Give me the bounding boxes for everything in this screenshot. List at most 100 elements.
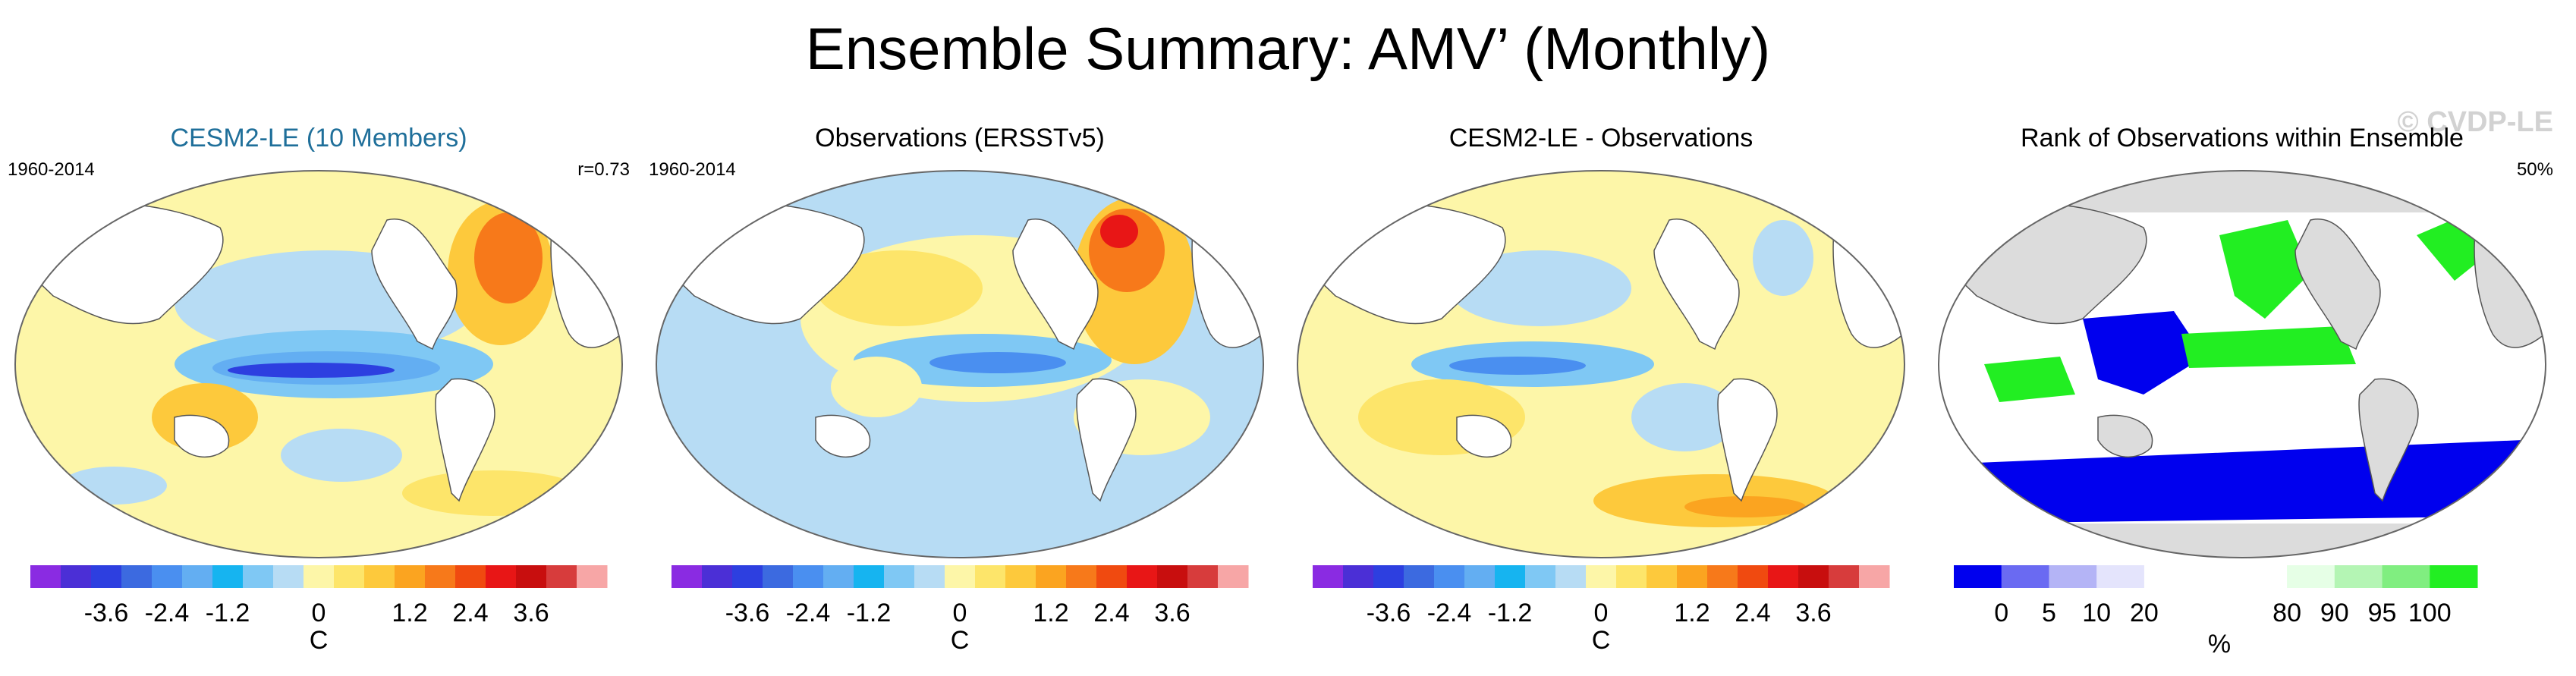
colorbar-swatch: [2239, 565, 2288, 588]
australia-land: [815, 414, 871, 458]
colorbar-swatch: [1768, 565, 1799, 588]
colorbar-swatch: [212, 565, 244, 588]
east-pacific-cool: [1631, 383, 1738, 451]
tick-label: 3.6: [1795, 599, 1831, 627]
colorbar-swatch: [1036, 565, 1067, 588]
southern-cool-patch: [61, 467, 167, 505]
tick-label: 2.4: [1735, 599, 1770, 627]
colorbar-swatch: [334, 565, 365, 588]
panel-observations: Observations (ERSSTv5) 1960-2014 -3.6 -: [649, 114, 1271, 660]
indian-rank-high: [1984, 357, 2075, 402]
colorbar-swatch: [61, 565, 92, 588]
north-america-land: [371, 218, 458, 351]
colorbar-swatch: [1434, 565, 1465, 588]
colorbar-swatch: [914, 565, 945, 588]
colorbar-swatch: [30, 565, 61, 588]
tick-label: 5: [2042, 599, 2056, 627]
colorbar-swatch: [1464, 565, 1496, 588]
colorbar-swatch: [182, 565, 213, 588]
tick-label: -1.2: [206, 599, 250, 627]
north-pacific-cool: [1449, 250, 1631, 326]
colorbar-swatch: [395, 565, 426, 588]
north-atlantic-cool: [1753, 220, 1813, 296]
tick-label: 1.2: [392, 599, 427, 627]
colorbar-swatch: [1738, 565, 1769, 588]
tick-label: 0: [1994, 599, 2008, 627]
tick-label: 95: [2368, 599, 2397, 627]
tick-label: 0: [312, 599, 326, 627]
colorbar-swatch: [732, 565, 763, 588]
colorbar-swatch: [793, 565, 824, 588]
map-outline: [14, 170, 623, 558]
north-america-land: [2294, 218, 2381, 351]
correlation-label: r=0.73: [577, 159, 630, 180]
colorbar-swatch: [516, 565, 547, 588]
southern-warm-band: [402, 470, 584, 516]
panel-cesm2-le: CESM2-LE (10 Members) 1960-2014 r=0.73: [8, 114, 630, 660]
panel-title: CESM2-LE (10 Members): [170, 124, 467, 152]
colorbar-swatch: [884, 565, 915, 588]
australia-land: [174, 414, 230, 458]
colorbar-swatch: [1127, 565, 1158, 588]
tick-label: 0: [1594, 599, 1609, 627]
colorbar-swatch: [2382, 565, 2430, 588]
colorbar-swatch: [1677, 565, 1708, 588]
colorbar-swatch: [1404, 565, 1435, 588]
colorbar-swatch: [455, 565, 486, 588]
colorbar: -3.6 -2.4 -1.2 0 1.2 2.4 3.6 C: [1313, 565, 1890, 655]
colorbar-swatch: [91, 565, 122, 588]
period-label: 1960-2014: [8, 159, 95, 180]
colorbar-swatch: [2144, 565, 2193, 588]
atlantic-maximum: [1100, 215, 1138, 248]
colorbar-swatch: [1707, 565, 1738, 588]
tick-label: -2.4: [786, 599, 831, 627]
colorbar-swatch: [1829, 565, 1860, 588]
colorbar-swatch: [945, 565, 976, 588]
tick-label: -1.2: [847, 599, 892, 627]
south-america-land: [1717, 378, 1778, 502]
colorbar-swatch: [1313, 565, 1344, 588]
tick-label: 1.2: [1033, 599, 1068, 627]
map-observations: [656, 170, 1264, 558]
panel-difference: CESM2-LE - Observations -3.6 -2.4 -1.2: [1290, 114, 1912, 660]
colorbar-swatch: [1005, 565, 1036, 588]
colorbar-swatch: [1798, 565, 1829, 588]
colorbar-swatch: [546, 565, 577, 588]
tick-label: -3.6: [84, 599, 129, 627]
panel-title: Rank of Observations within Ensemble: [2021, 124, 2464, 152]
tick-label: 2.4: [452, 599, 488, 627]
colorbar-swatch: [152, 565, 183, 588]
tick-label: 20: [2130, 599, 2159, 627]
colorbar-swatch: [1954, 565, 2002, 588]
panel-rank: Rank of Observations within Ensemble 5 0%…: [1931, 114, 2553, 660]
colorbar-swatch: [2049, 565, 2097, 588]
polar-mask-south: [1939, 524, 2546, 558]
colorbar-swatch: [243, 565, 274, 588]
colorbar-unit: %: [2208, 630, 2231, 659]
colorbar-swatch: [1187, 565, 1219, 588]
colorbar-swatch: [121, 565, 153, 588]
indian-neutral: [831, 357, 922, 417]
colorbar-swatch: [1555, 565, 1587, 588]
colorbar: -3.6 -2.4 -1.2 0 1.2 2.4 3.6 C: [672, 565, 1249, 655]
watermark: © CVDP-LE: [2397, 106, 2553, 138]
southern-warm-core: [1684, 496, 1806, 517]
tick-label: -3.6: [725, 599, 770, 627]
tropical-minimum: [228, 363, 395, 378]
australia-land: [1456, 414, 1512, 458]
polar-mask-north: [1939, 171, 2546, 212]
tick-label: 100: [2408, 599, 2452, 627]
map-cesm2-le: [14, 170, 623, 558]
figure-title: Ensemble Summary: AMV’ (Monthly): [805, 15, 1771, 82]
colorbar-swatch: [823, 565, 854, 588]
panel-title: Observations (ERSSTv5): [815, 124, 1105, 152]
colorbar-swatch: [1616, 565, 1647, 588]
period-label: 1960-2014: [649, 159, 736, 180]
south-america-land: [435, 378, 495, 502]
colorbar-swatch: [2430, 565, 2478, 588]
tick-label: 10: [2082, 599, 2111, 627]
colorbar-swatch: [1859, 565, 1890, 588]
colorbar: 0 5 10 20 80 90 95 100 %: [1954, 565, 2478, 659]
south-america-land: [1076, 378, 1137, 502]
colorbar-swatch: [1157, 565, 1188, 588]
